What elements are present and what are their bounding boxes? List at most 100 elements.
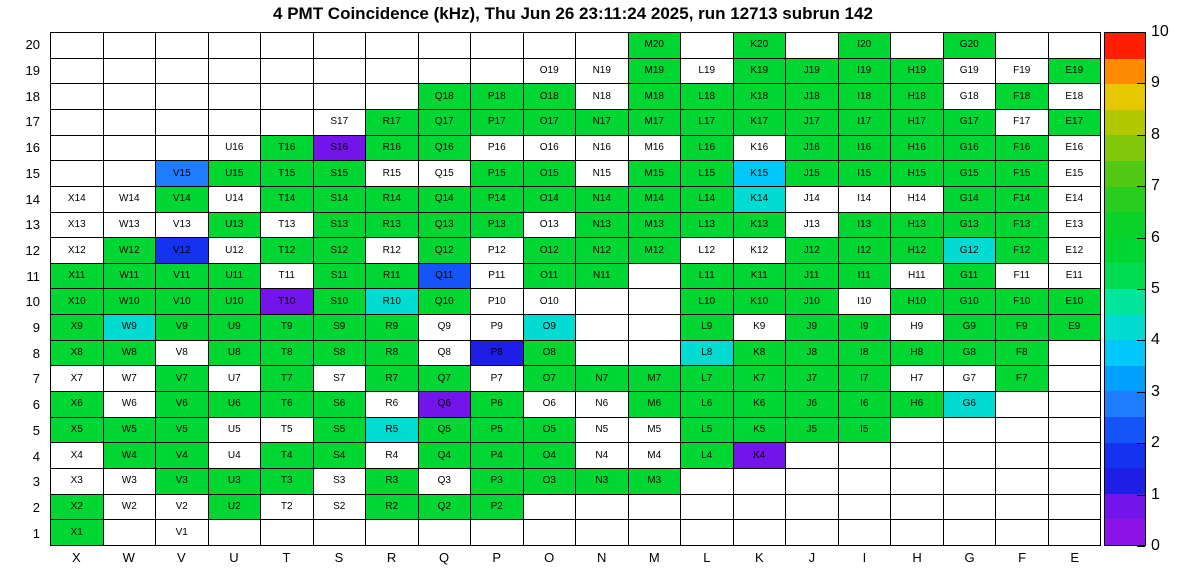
heatmap-cell: S9 bbox=[313, 315, 366, 341]
heatmap-cell: I16 bbox=[838, 135, 891, 162]
heatmap-cell: M12 bbox=[628, 238, 681, 264]
x-axis-label: F bbox=[1018, 550, 1027, 565]
heatmap-cell: O15 bbox=[523, 161, 576, 187]
heatmap-cell bbox=[996, 392, 1049, 418]
heatmap-cell: E13 bbox=[1048, 212, 1101, 239]
colorbar-band bbox=[1105, 288, 1145, 315]
heatmap-cell bbox=[313, 33, 366, 59]
colorbar-tick-label: 5 bbox=[1151, 280, 1160, 297]
heatmap-grid: M20 K20 I20 G20 O19 N19 M19 L19 K19 J19 I19 H19 G19 F… bbox=[50, 32, 1101, 546]
heatmap-cell bbox=[156, 58, 209, 85]
heatmap-cell: V12 bbox=[156, 238, 209, 264]
heatmap-cell: P2 bbox=[471, 494, 524, 521]
heatmap-cell: Q18 bbox=[418, 84, 471, 110]
heatmap-cell bbox=[838, 443, 891, 470]
heatmap-cell: V9 bbox=[156, 315, 209, 341]
heatmap-cell bbox=[418, 520, 471, 546]
heatmap-cell: K5 bbox=[733, 417, 786, 444]
heatmap-cell: H13 bbox=[891, 212, 944, 239]
heatmap-cell bbox=[523, 494, 576, 521]
heatmap-cell: O5 bbox=[523, 417, 576, 444]
heatmap-cell bbox=[366, 33, 419, 59]
heatmap-cell: M15 bbox=[628, 161, 681, 187]
heatmap-cell: H17 bbox=[891, 109, 944, 136]
heatmap-cell: P14 bbox=[471, 186, 524, 213]
heatmap-cell bbox=[51, 109, 104, 136]
heatmap-cell: L11 bbox=[681, 263, 734, 290]
heatmap-cell: P12 bbox=[471, 238, 524, 264]
heatmap-cell: E10 bbox=[1048, 289, 1101, 316]
colorbar-band bbox=[1105, 84, 1145, 110]
heatmap-cell: T12 bbox=[261, 238, 314, 264]
heatmap-cell: H19 bbox=[891, 58, 944, 85]
heatmap-cell bbox=[51, 33, 104, 59]
heatmap-cell: T16 bbox=[261, 135, 314, 162]
heatmap-cell: L4 bbox=[681, 443, 734, 470]
heatmap-cell: I17 bbox=[838, 109, 891, 136]
x-axis-label: R bbox=[386, 550, 397, 565]
colorbar-band bbox=[1105, 340, 1145, 366]
heatmap-cell bbox=[51, 161, 104, 187]
heatmap-cell: E11 bbox=[1048, 263, 1101, 290]
heatmap-cell bbox=[943, 520, 996, 546]
heatmap-cell bbox=[891, 494, 944, 521]
heatmap-cell: U8 bbox=[208, 340, 261, 367]
heatmap-cell: X14 bbox=[51, 186, 104, 213]
heatmap-cell: X7 bbox=[51, 366, 104, 393]
heatmap-cell bbox=[681, 469, 734, 495]
heatmap-cell: G14 bbox=[943, 186, 996, 213]
heatmap-cell: W6 bbox=[103, 392, 156, 418]
heatmap-cell: I5 bbox=[838, 417, 891, 444]
heatmap-cell: O12 bbox=[523, 238, 576, 264]
heatmap-cell: T4 bbox=[261, 443, 314, 470]
heatmap-cell: P6 bbox=[471, 392, 524, 418]
heatmap-cell: L9 bbox=[681, 315, 734, 341]
heatmap-cell: R5 bbox=[366, 417, 419, 444]
heatmap-cell: S12 bbox=[313, 238, 366, 264]
heatmap-cell bbox=[628, 520, 681, 546]
heatmap-cell bbox=[628, 289, 681, 316]
heatmap-cell bbox=[681, 520, 734, 546]
heatmap-cell: N14 bbox=[576, 186, 629, 213]
heatmap-cell bbox=[628, 263, 681, 290]
heatmap-cell: G15 bbox=[943, 161, 996, 187]
colorbar-tick-mark bbox=[1137, 546, 1145, 547]
heatmap-cell bbox=[1048, 340, 1101, 367]
heatmap-cell: S13 bbox=[313, 212, 366, 239]
colorbar-tick-label: 9 bbox=[1151, 74, 1160, 92]
heatmap-cell: W12 bbox=[103, 238, 156, 264]
heatmap-cell: T11 bbox=[261, 263, 314, 290]
heatmap-cell: T3 bbox=[261, 469, 314, 495]
heatmap-cell: X4 bbox=[51, 443, 104, 470]
heatmap-cell: Q17 bbox=[418, 109, 471, 136]
colorbar-band bbox=[1105, 58, 1145, 85]
heatmap-cell bbox=[786, 469, 839, 495]
heatmap-cell: V15 bbox=[156, 161, 209, 187]
heatmap-cell: O8 bbox=[523, 340, 576, 367]
heatmap-cell: V11 bbox=[156, 263, 209, 290]
heatmap-cell bbox=[313, 84, 366, 110]
heatmap-cell: M7 bbox=[628, 366, 681, 393]
heatmap-cell: W4 bbox=[103, 443, 156, 470]
y-axis-label: 17 bbox=[25, 114, 40, 130]
heatmap-cell: P13 bbox=[471, 212, 524, 239]
x-axis-label: S bbox=[334, 550, 344, 565]
heatmap-cell bbox=[103, 33, 156, 59]
heatmap-cell: F12 bbox=[996, 238, 1049, 264]
heatmap-cell bbox=[418, 33, 471, 59]
heatmap-cell: M17 bbox=[628, 109, 681, 136]
heatmap-cell: K13 bbox=[733, 212, 786, 239]
heatmap-cell bbox=[471, 58, 524, 85]
y-axis-label: 3 bbox=[32, 474, 40, 490]
x-axis-label: T bbox=[282, 550, 291, 565]
heatmap-cell bbox=[523, 520, 576, 546]
heatmap-cell: G11 bbox=[943, 263, 996, 290]
heatmap-cell: N15 bbox=[576, 161, 629, 187]
heatmap-cell: J6 bbox=[786, 392, 839, 418]
heatmap-cell: F17 bbox=[996, 109, 1049, 136]
heatmap-cell: W3 bbox=[103, 469, 156, 495]
colorbar-band bbox=[1105, 33, 1145, 59]
heatmap-cell bbox=[366, 58, 419, 85]
heatmap-cell: U16 bbox=[208, 135, 261, 162]
heatmap-cell: E18 bbox=[1048, 84, 1101, 110]
